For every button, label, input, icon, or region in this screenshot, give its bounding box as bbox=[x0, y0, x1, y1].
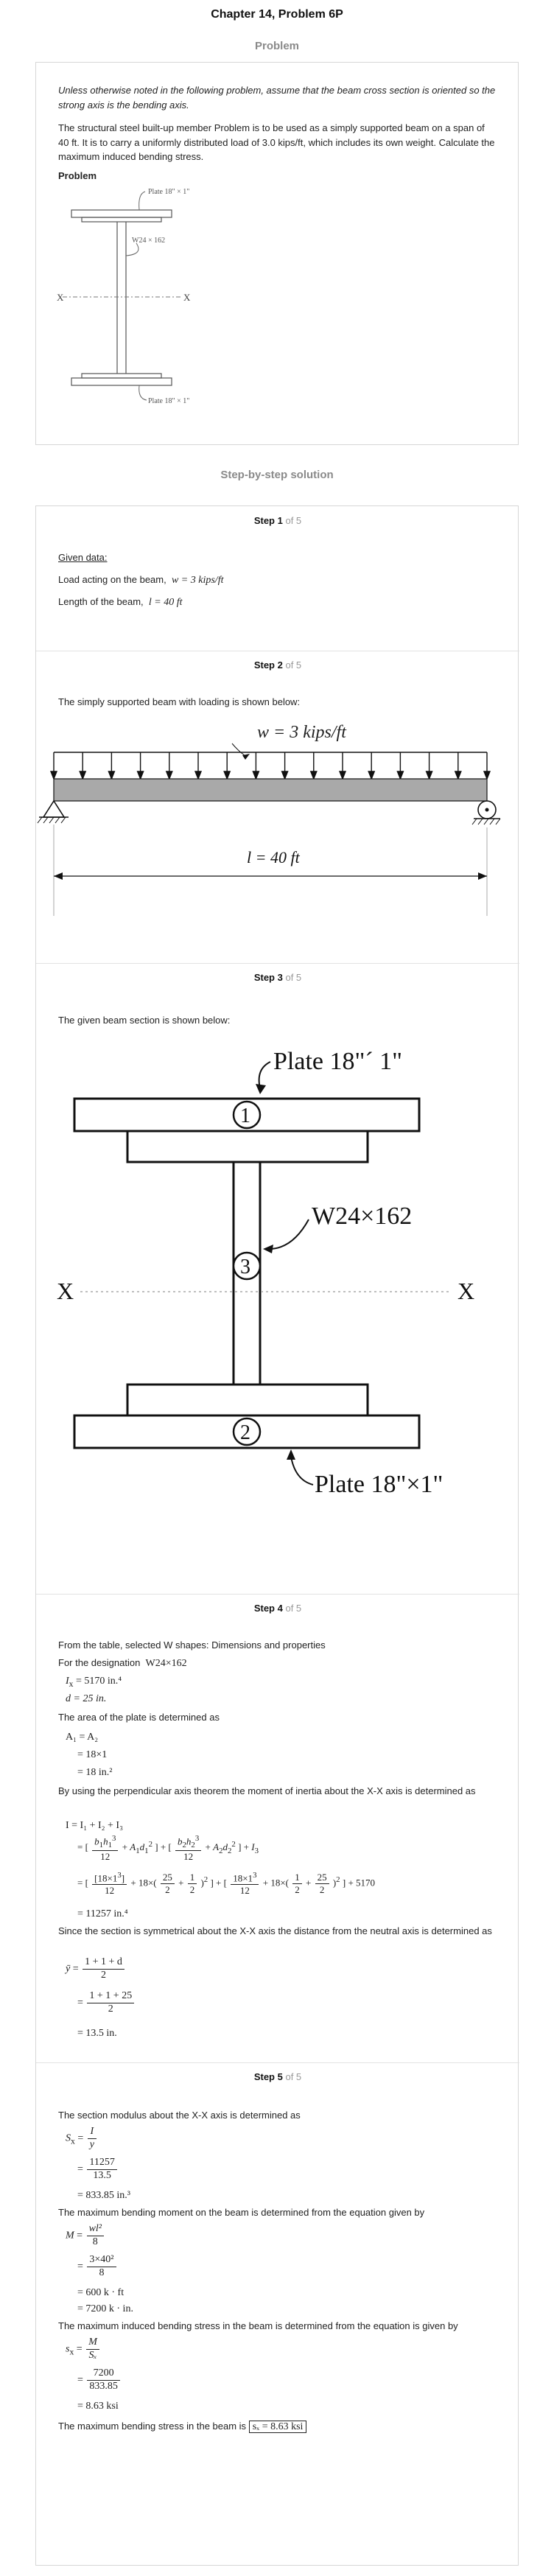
step-3-heading: Step 3 of 5 bbox=[253, 972, 302, 983]
step-4-area-intro: The area of the plate is determined as bbox=[58, 1712, 220, 1723]
load-arrow-head bbox=[338, 771, 347, 780]
step-4-inertia-result: = 11257 in.⁴ bbox=[77, 1908, 128, 1919]
step-4-area-1: A₁ = A₂ bbox=[66, 1732, 99, 1743]
load-arrow-head bbox=[396, 771, 404, 780]
step-4-inertia-1: I = I₁ + I₂ + I₃ bbox=[66, 1820, 123, 1831]
span-label: l = 40 ft bbox=[247, 848, 301, 867]
step-4-area-2: = 18×1 bbox=[77, 1749, 108, 1760]
problem-card: Unless otherwise noted in the following … bbox=[35, 62, 519, 445]
load-arrow-head bbox=[309, 771, 318, 780]
step-5-heading: Step 5 of 5 bbox=[253, 2071, 302, 2082]
step-2-intro: The simply supported beam with loading i… bbox=[58, 696, 301, 707]
axis-x-right: X bbox=[457, 1278, 474, 1304]
problem-label: Problem bbox=[254, 40, 299, 52]
step-5-final: The maximum bending stress in the beam i… bbox=[58, 2419, 307, 2435]
figure-axis-left: X bbox=[57, 292, 64, 303]
step-4-area-3: = 18 in.² bbox=[77, 1767, 113, 1778]
load-label: w = 3 kips/ft bbox=[257, 723, 347, 742]
step-1-load: Load acting on the beam, w = 3 kips/ft bbox=[58, 574, 224, 586]
figure-axis-right: X bbox=[183, 292, 191, 303]
final-answer: sₓ = 8.63 ksi bbox=[248, 2421, 307, 2433]
figure-section-label: W24 × 162 bbox=[132, 237, 165, 245]
step-5-moment-2: = 3×40² 8 bbox=[77, 2254, 118, 2280]
step-1-length: Length of the beam, l = 40 ft bbox=[58, 596, 183, 608]
step-4-ix: Ix = 5170 in.⁴ bbox=[66, 1676, 122, 1689]
section-3-number: 3 bbox=[240, 1256, 250, 1278]
load-arrow-head bbox=[483, 771, 491, 780]
step-divider bbox=[36, 963, 519, 964]
step-4-designation: For the designation W24×162 bbox=[58, 1657, 187, 1669]
plate-2-number: 2 bbox=[240, 1421, 250, 1444]
solution-label: Step-by-step solution bbox=[220, 469, 334, 481]
step-5-moment-result-in: = 7200 k · in. bbox=[77, 2303, 133, 2314]
step-5-moment-result-ft: = 600 k · ft bbox=[77, 2287, 125, 2298]
step-5-stress-intro: The maximum induced bending stress in th… bbox=[58, 2320, 458, 2331]
step-5-stress-result: = 8.63 ksi bbox=[77, 2401, 119, 2412]
load-arrow-head bbox=[252, 771, 260, 780]
load-arrow-head bbox=[79, 771, 87, 780]
step-5-modulus-2: = 11257 13.5 bbox=[77, 2157, 119, 2183]
step-4-centroid-result: = 13.5 in. bbox=[77, 2028, 117, 2039]
top-plate-label: Plate 18"´ 1" bbox=[273, 1048, 402, 1075]
step-1-given: Given data: bbox=[58, 552, 108, 563]
step-2-heading: Step 2 of 5 bbox=[253, 659, 302, 671]
load-arrow-head bbox=[425, 771, 433, 780]
beam-load-diagram: w = 3 kips/ft l = 40 ft bbox=[37, 723, 501, 916]
step-4-centroid-2: = 1 + 1 + 25 2 bbox=[77, 1990, 136, 2016]
load-arrow-head bbox=[165, 771, 173, 780]
problem-heading: Problem bbox=[58, 169, 97, 181]
step-4-depth: d = 25 in. bbox=[66, 1693, 107, 1704]
step-4-heading: Step 4 of 5 bbox=[253, 1603, 302, 1614]
step-divider bbox=[36, 1594, 519, 1595]
step-3-intro: The given beam section is shown below: bbox=[58, 1015, 231, 1026]
load-arrow-head bbox=[194, 771, 203, 780]
step-4-line-1: From the table, selected W shapes: Dimen… bbox=[58, 1639, 326, 1651]
beam-section-diagram: Plate 18"´ 1" 1 3 W24×162 X X bbox=[57, 1048, 474, 1498]
step-1-heading: Step 1 of 5 bbox=[253, 515, 302, 526]
load-arrow-head bbox=[281, 771, 289, 780]
load-arrow-head bbox=[454, 771, 462, 780]
axis-x-left: X bbox=[57, 1278, 74, 1304]
w-section-label: W24×162 bbox=[312, 1203, 412, 1230]
step-4-inertia-2: = [ b1h13 12 + A1d12 ] + [ b2h23 12 + A2d2… bbox=[77, 1834, 259, 1862]
step-5-stress-1: sx = M Sₓ bbox=[66, 2337, 101, 2362]
step-5-modulus-intro: The section modulus about the X-X axis i… bbox=[58, 2110, 301, 2121]
steps-card: Step 1 of 5 Given data: Load acting on t… bbox=[35, 505, 519, 2566]
step-divider bbox=[36, 2062, 519, 2063]
load-arrow-head bbox=[108, 771, 116, 780]
figure-bottom-plate-label: Plate 18" × 1" bbox=[148, 397, 189, 405]
step-5-stress-2: = 7200 833.85 bbox=[77, 2367, 122, 2393]
bottom-plate-label: Plate 18"×1" bbox=[315, 1471, 443, 1498]
step-4-inertia-intro: By using the perpendicular axis theorem … bbox=[58, 1785, 476, 1796]
load-arrow-head bbox=[49, 771, 58, 780]
step-5-modulus-result: = 833.85 in.³ bbox=[77, 2190, 130, 2201]
figure-top-plate-label: Plate 18" × 1" bbox=[148, 188, 189, 196]
load-arrow-head bbox=[368, 771, 376, 780]
step-5-moment-1: M = wl² 8 bbox=[66, 2223, 105, 2249]
load-arrow-head bbox=[223, 771, 231, 780]
problem-statement: The structural steel built-up member Pro… bbox=[58, 122, 495, 162]
load-arrow-head bbox=[136, 771, 144, 780]
problem-figure: X X Plate 18" × 1" W24 × 162 Plate 18" ×… bbox=[57, 188, 191, 405]
page-title: Chapter 14, Problem 6P bbox=[211, 8, 343, 21]
plate-1-number: 1 bbox=[240, 1105, 250, 1127]
step-5-moment-intro: The maximum bending moment on the beam i… bbox=[58, 2207, 425, 2218]
problem-note: Unless otherwise noted in the following … bbox=[58, 85, 496, 111]
step-4-centroid-intro: Since the section is symmetrical about t… bbox=[58, 1925, 492, 1936]
